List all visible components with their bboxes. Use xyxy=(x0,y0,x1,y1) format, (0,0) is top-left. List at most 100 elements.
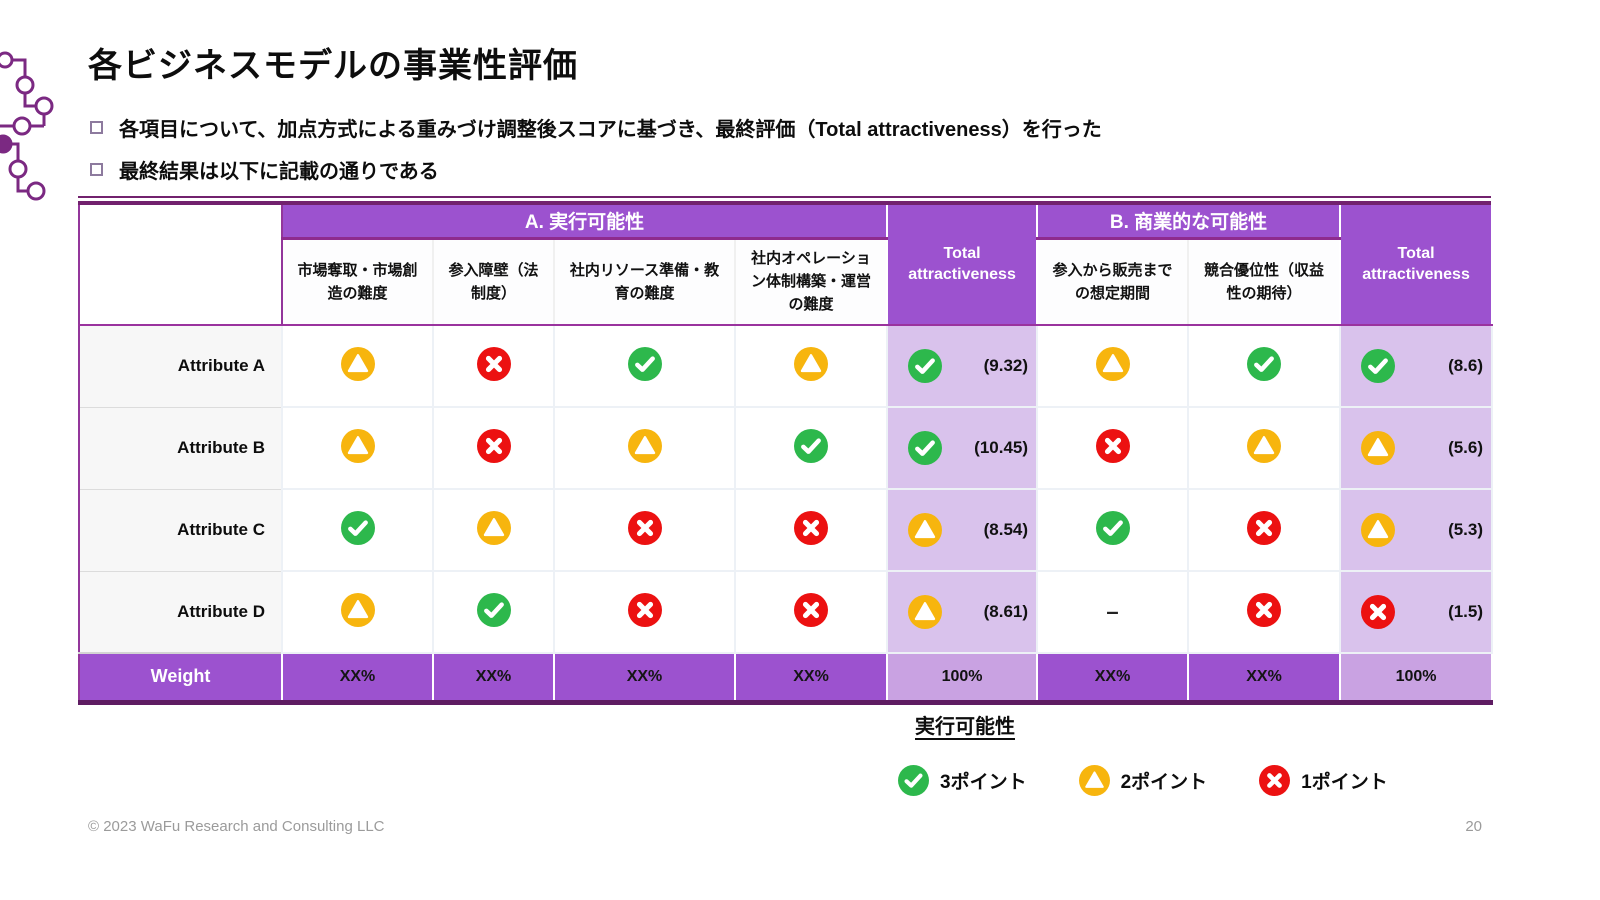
weight-value: XX% xyxy=(733,652,889,702)
cross-icon xyxy=(476,346,511,381)
check-icon xyxy=(908,431,943,465)
criterion-header: 社内オペレーション体制構築・運営の難度 xyxy=(733,238,889,326)
total-attractiveness-cell: (1.5) xyxy=(1339,570,1494,654)
weight-row: Weight XX% XX% XX% XX% 100% XX% XX% 100% xyxy=(79,652,1494,702)
cross-icon xyxy=(1247,592,1282,627)
warning-icon xyxy=(794,346,829,381)
warning-icon xyxy=(1078,765,1110,796)
total-cell-content: (5.6) xyxy=(1342,409,1490,487)
criterion-header: 参入から販売までの想定期間 xyxy=(1036,238,1190,326)
check-icon xyxy=(1095,510,1130,545)
circuit-logo-icon xyxy=(0,51,54,201)
hollow-square-bullet-icon xyxy=(90,121,103,134)
row-label: Attribute B xyxy=(79,407,283,490)
score-cell xyxy=(1036,406,1190,490)
weight-total: 100% xyxy=(886,652,1039,702)
warning-icon xyxy=(1095,346,1130,381)
hollow-square-bullet-icon xyxy=(90,163,103,176)
subheader-row: 市場奪取・市場創造の難度 参入障壁（法制度） 社内リソース準備・教育の難度 社内オペレ… xyxy=(79,238,1492,326)
total-attractiveness-header-a: Total attractiveness xyxy=(886,205,1039,326)
total-attractiveness-cell: (10.45) xyxy=(886,406,1039,490)
row-label: Attribute D xyxy=(79,571,283,654)
cross-icon xyxy=(627,592,662,627)
total-attractiveness-header-b: Total attractiveness xyxy=(1339,205,1494,326)
score-cell xyxy=(1187,488,1342,572)
table-row: Attribute D (8.61) – (1.5) xyxy=(79,570,1494,654)
total-cell-content: (5.3) xyxy=(1342,491,1490,569)
table-row: Attribute C (8.54) (5.3) xyxy=(79,488,1494,572)
score-cell xyxy=(733,570,889,654)
cross-icon xyxy=(1247,510,1282,545)
score-cell: – xyxy=(1036,570,1190,654)
check-icon xyxy=(627,346,662,381)
criterion-header: 社内リソース準備・教育の難度 xyxy=(553,238,736,326)
score-cell xyxy=(281,406,434,490)
warning-icon xyxy=(340,346,375,381)
check-icon xyxy=(794,428,829,463)
corner-cell xyxy=(79,205,283,326)
weight-value: XX% xyxy=(432,652,555,702)
total-attractiveness-cell: (8.6) xyxy=(1339,324,1494,408)
total-score: (10.45) xyxy=(974,438,1029,457)
check-icon xyxy=(340,510,375,545)
score-cell xyxy=(1187,406,1342,490)
warning-icon xyxy=(908,595,943,629)
legend: 実行可能性 3ポイント 2ポイント 1ポイント xyxy=(898,710,1388,796)
warning-icon xyxy=(1361,513,1396,547)
score-cell xyxy=(733,324,889,408)
weight-value: XX% xyxy=(281,652,434,702)
score-cell xyxy=(1187,324,1342,408)
footer-copyright: © 2023 WaFu Research and Consulting LLC xyxy=(88,818,385,835)
total-cell-content: (8.6) xyxy=(1342,327,1490,405)
bullet-item: 各項目について、加点方式による重みづけ調整後スコアに基づき、最終評価（Total… xyxy=(90,113,1102,142)
legend-title: 実行可能性 xyxy=(915,716,1015,738)
score-cell xyxy=(553,570,736,654)
warning-icon xyxy=(908,513,943,547)
score-cell xyxy=(1036,324,1190,408)
cross-icon xyxy=(476,428,511,463)
total-cell-content: (1.5) xyxy=(1342,573,1490,651)
page-title: 各ビジネスモデルの事業性評価 xyxy=(88,47,578,85)
evaluation-table: A. 実行可能性 Total attractiveness B. 商業的な可能性… xyxy=(78,205,1494,705)
row-label: Attribute C xyxy=(79,489,283,572)
total-score: (5.3) xyxy=(1448,520,1484,539)
warning-icon xyxy=(476,510,511,545)
table-row: Attribute B (10.45) (5.6) xyxy=(79,406,1494,490)
table-top-rule-gap xyxy=(78,198,1491,201)
cross-icon xyxy=(627,510,662,545)
total-score: (8.54) xyxy=(983,520,1029,539)
score-cell xyxy=(432,324,555,408)
group-header-row: A. 実行可能性 Total attractiveness B. 商業的な可能性… xyxy=(79,205,1494,326)
total-cell-content: (9.32) xyxy=(889,327,1035,405)
score-cell xyxy=(432,570,555,654)
group-header-feasibility: A. 実行可能性 xyxy=(280,205,889,240)
cross-icon xyxy=(1361,595,1396,629)
bullet-text: 最終結果は以下に記載の通りである xyxy=(119,161,439,183)
legend-item-label: 3ポイント xyxy=(940,772,1027,793)
weight-total: 100% xyxy=(1339,652,1494,702)
weight-value: XX% xyxy=(1036,652,1190,702)
legend-item-label: 1ポイント xyxy=(1301,772,1388,793)
total-attractiveness-cell: (9.32) xyxy=(886,324,1039,408)
weight-value: XX% xyxy=(1187,652,1342,702)
cross-icon xyxy=(794,592,829,627)
total-attractiveness-cell: (5.6) xyxy=(1339,406,1494,490)
legend-item-label: 2ポイント xyxy=(1120,772,1208,793)
total-attractiveness-cell: (8.61) xyxy=(886,570,1039,654)
score-cell xyxy=(281,570,434,654)
check-icon xyxy=(908,349,943,383)
page-number: 20 xyxy=(1465,818,1482,835)
weight-label: Weight xyxy=(79,652,282,702)
check-icon xyxy=(476,592,511,627)
total-attractiveness-cell: (5.3) xyxy=(1339,488,1494,572)
group-header-commercial: B. 商業的な可能性 xyxy=(1036,205,1342,240)
check-icon xyxy=(1361,349,1396,383)
score-cell xyxy=(1187,570,1342,654)
legend-item: 3ポイント xyxy=(898,765,1027,796)
total-score: (8.6) xyxy=(1448,356,1484,375)
score-cell xyxy=(553,324,736,408)
total-score: (1.5) xyxy=(1448,602,1484,621)
table-top-rule-thick xyxy=(78,201,1491,205)
cross-icon xyxy=(1095,428,1130,463)
